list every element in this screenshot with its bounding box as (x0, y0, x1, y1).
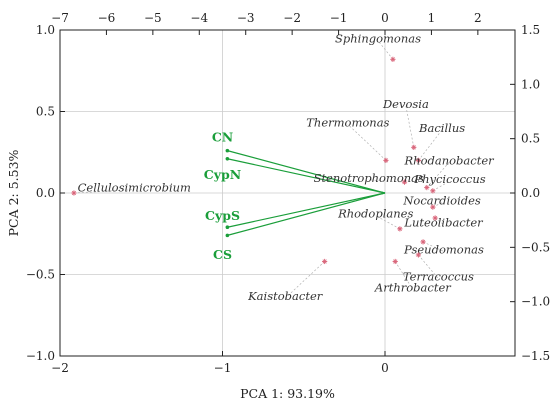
vector-layer: CN CypN CypS CS (204, 130, 386, 262)
point-label-stenotrophomonas: Stenotrophomonas (314, 171, 424, 185)
leader-terracoccus (418, 254, 439, 279)
point-marker-arthrobacter (393, 259, 398, 264)
point-label-kaistobacter: Kaistobacter (247, 289, 324, 303)
top-tick-label: −2 (283, 11, 301, 25)
left-tick-label: 1.0 (36, 23, 55, 37)
top-tick-label: −6 (98, 11, 116, 25)
leader-devosia (405, 105, 415, 148)
vector-cn (227, 150, 386, 194)
vector-label-cypn: CypN (204, 167, 241, 182)
vector-cyps (227, 192, 386, 228)
point-marker-rhodanobacter (424, 185, 429, 190)
point-label-thermomonas: Thermomonas (306, 115, 389, 129)
bottom-tick-label: −2 (51, 361, 69, 375)
left-tick-label: 0.5 (36, 105, 55, 119)
vector-label-cn: CN (212, 130, 233, 145)
bottom-tick-label: −1 (214, 361, 232, 375)
x-axis-title: PCA 1: 93.19% (240, 386, 335, 401)
top-tick-label: −7 (51, 11, 69, 25)
point-marker-terracoccus (416, 252, 421, 258)
point-label-phycicoccus: Phycicoccus (413, 172, 485, 186)
leader-rhodanobacter (426, 162, 450, 188)
point-marker-thermomonas (383, 158, 389, 163)
point-label-luteolibacter: Luteolibacter (403, 215, 484, 229)
point-label-rhodoplanes: Rhodoplanes (337, 207, 413, 221)
point-marker-stenotrophomonas (402, 180, 407, 185)
top-tick-label: 1 (428, 11, 436, 25)
right-tick-label: 1.5 (521, 23, 540, 37)
point-label-bacillus: Bacillus (418, 121, 465, 135)
vector-cypn (227, 158, 386, 194)
bottom-tick-label: 0 (381, 361, 389, 375)
y-axis-title: PCA 2: 5.53% (6, 149, 21, 236)
leader-layer (73, 40, 451, 299)
point-marker-cellulosimicrobium (71, 190, 77, 196)
right-tick-label: −0.5 (521, 240, 550, 254)
plot-frame (59, 29, 516, 357)
top-tick-label: −1 (330, 11, 348, 25)
left-tick-label: −1.0 (26, 349, 55, 363)
point-label-rhodanobacter: Rhodanobacter (404, 153, 496, 167)
left-tick-label: 0.0 (36, 186, 55, 200)
point-marker-rhodoplanes (397, 226, 402, 231)
point-label-arthrobacter: Arthrobacter (374, 281, 452, 295)
point-marker-nocardioides (430, 205, 435, 210)
vector-tip-cs (225, 233, 230, 238)
leader-nocardioides (432, 202, 443, 208)
top-tick-label: −3 (237, 11, 255, 25)
leader-kaistobacter (284, 261, 325, 299)
top-tick-label: 0 (381, 11, 389, 25)
right-tick-label: 0.5 (521, 132, 540, 146)
leader-arthrobacter (394, 261, 414, 290)
point-marker-luteolibacter (433, 215, 438, 221)
point-label-devosia: Devosia (382, 97, 429, 111)
vector-cs (227, 192, 386, 236)
right-tick-label: −1.5 (521, 349, 550, 363)
top-tick-label: 2 (474, 11, 482, 25)
vector-label-cs: CS (213, 247, 232, 262)
right-tick-label: 1.0 (521, 77, 540, 91)
point-label-terracoccus: Terracoccus (403, 270, 474, 284)
point-marker-devosia (411, 145, 416, 150)
tick-layer: −2 −1 0−1.0−0.50.00.51.0−7 −6 −5 −4 −3 −2 −1 0 1 2−… (26, 11, 550, 375)
vector-tip-cypn (225, 156, 230, 161)
leader-rhodoplanes (375, 215, 401, 230)
point-label-cellulosimicrobium: Cellulosimicrobium (78, 181, 191, 195)
point-marker-sphingomonas (390, 57, 395, 62)
point-marker-pseudomonas (420, 239, 426, 245)
right-tick-label: −1.0 (521, 295, 550, 309)
point-marker-phycicoccus (430, 188, 435, 193)
point-label-pseudomonas: Pseudomonas (403, 243, 484, 257)
point-layer: Sphingomonas Devosia Thermomonas Bacillus Rh… (71, 32, 496, 303)
right-tick-label: 0.0 (521, 186, 540, 200)
point-label-nocardioides: Nocardioides (402, 194, 481, 208)
leader-bacillus (418, 129, 443, 161)
vector-tip-cn (225, 148, 230, 153)
vector-tip-cyps (225, 225, 230, 230)
vector-label-cyps: CypS (205, 208, 240, 223)
top-tick-label: −4 (190, 11, 208, 25)
left-tick-label: −0.5 (26, 268, 55, 282)
point-label-sphingomonas: Sphingomonas (335, 32, 421, 46)
leader-stenotrophomonas (368, 179, 405, 183)
point-marker-kaistobacter (322, 259, 327, 264)
leader-phycicoccus (432, 180, 451, 192)
leader-thermomonas (347, 124, 387, 161)
point-marker-bacillus (416, 158, 421, 163)
top-tick-label: −5 (144, 11, 162, 25)
